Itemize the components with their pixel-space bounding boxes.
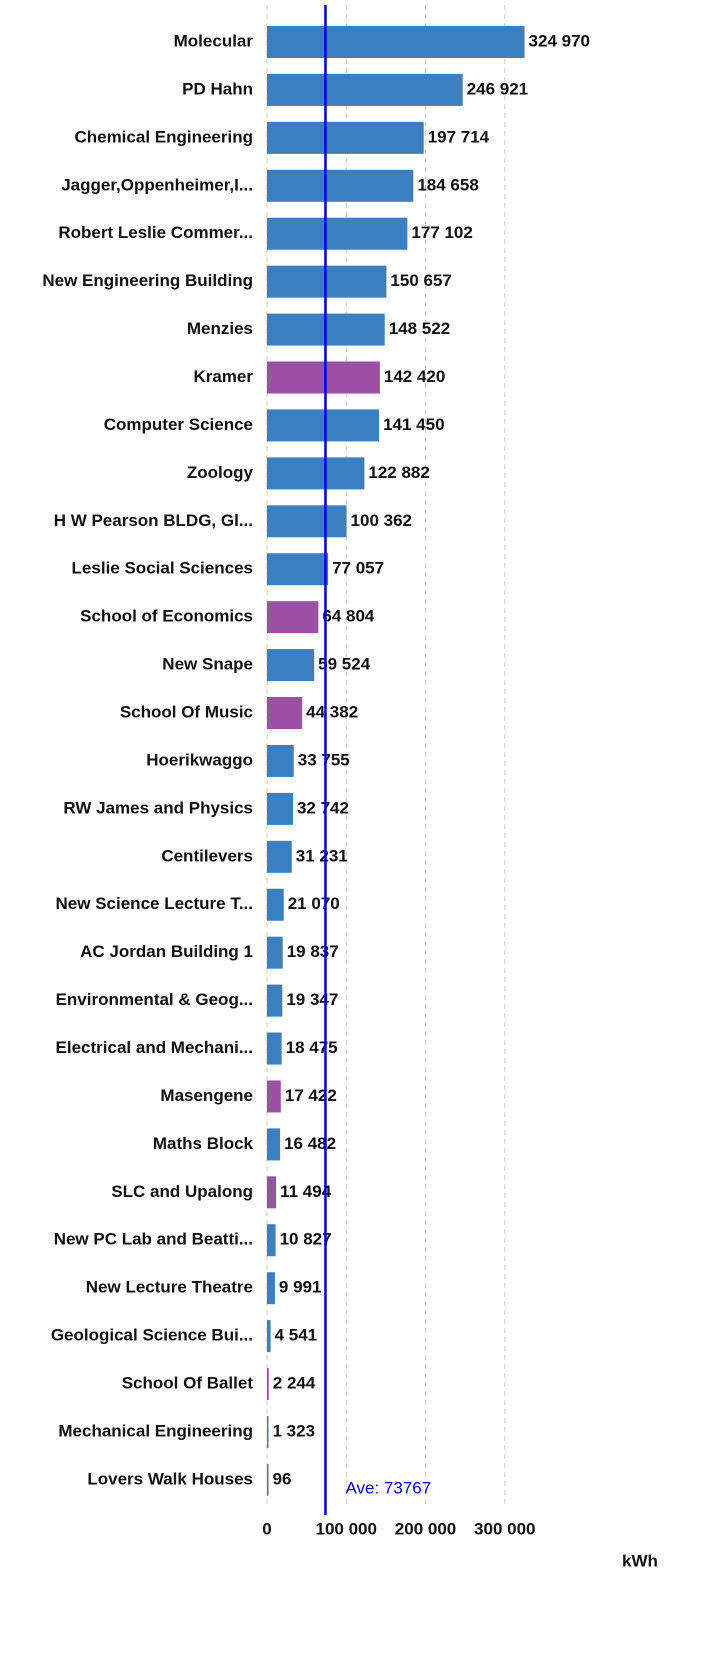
bar xyxy=(267,1320,271,1353)
bar xyxy=(267,840,292,873)
bar xyxy=(267,697,303,730)
bar xyxy=(267,601,319,634)
y-tick-label: Electrical and Mechani... xyxy=(56,1038,253,1057)
bar xyxy=(267,26,525,58)
bar xyxy=(267,1128,281,1161)
value-label: 44 382 xyxy=(306,703,358,722)
y-tick-label: Kramer xyxy=(193,367,253,386)
value-label: 9 991 xyxy=(279,1278,322,1297)
value-label: 4 541 xyxy=(275,1326,318,1345)
bar xyxy=(267,1368,269,1401)
bar xyxy=(267,409,380,442)
y-tick-label: Jagger,Oppenheimer,I... xyxy=(61,175,253,194)
y-tick-label: Masengene xyxy=(160,1086,253,1105)
y-tick-label: Robert Leslie Commer... xyxy=(58,223,253,242)
value-label: 197 714 xyxy=(428,127,490,146)
value-label: 59 524 xyxy=(318,655,371,674)
value-label: 33 755 xyxy=(298,750,350,769)
y-tick-label: Maths Block xyxy=(153,1134,254,1153)
value-label: 122 882 xyxy=(368,463,429,482)
y-tick-label: Zoology xyxy=(187,463,254,482)
y-tick-label: Menzies xyxy=(187,319,253,338)
x-tick-label: 200 000 xyxy=(395,1519,456,1538)
bar xyxy=(267,1463,269,1496)
y-tick-label: Environmental & Geog... xyxy=(56,990,253,1009)
value-label: 142 420 xyxy=(384,367,445,386)
y-tick-label: Computer Science xyxy=(104,415,253,434)
value-label: 177 102 xyxy=(411,223,472,242)
y-tick-label: RW James and Physics xyxy=(63,798,253,817)
bar xyxy=(267,457,365,490)
bar xyxy=(267,553,329,586)
value-label: 19 347 xyxy=(286,990,338,1009)
value-label: 141 450 xyxy=(383,415,444,434)
x-tick-label: 300 000 xyxy=(474,1519,535,1538)
y-tick-label: New Snape xyxy=(162,655,253,674)
value-label: 2 244 xyxy=(273,1374,316,1393)
y-tick-label: Lovers Walk Houses xyxy=(87,1469,253,1488)
value-label: 184 658 xyxy=(417,175,478,194)
value-label: 21 070 xyxy=(288,894,340,913)
y-tick-label: Mechanical Engineering xyxy=(58,1421,253,1440)
value-label: 64 804 xyxy=(322,607,375,626)
y-tick-label: Leslie Social Sciences xyxy=(72,559,253,578)
y-tick-label: New Engineering Building xyxy=(42,271,253,290)
y-tick-label: School Of Ballet xyxy=(122,1374,254,1393)
y-tick-label: PD Hahn xyxy=(182,79,253,98)
value-label: 150 657 xyxy=(390,271,451,290)
y-tick-label: Chemical Engineering xyxy=(74,127,253,146)
value-label: 148 522 xyxy=(389,319,450,338)
value-label: 18 475 xyxy=(286,1038,338,1057)
value-label: 32 742 xyxy=(297,798,349,817)
bar xyxy=(267,936,283,969)
bar xyxy=(267,1176,277,1209)
average-label: Ave: 73767 xyxy=(345,1478,431,1497)
y-tick-label: Geological Science Bui... xyxy=(51,1326,253,1345)
bar xyxy=(267,169,414,202)
bar xyxy=(267,649,315,682)
y-tick-label: SLC and Upalong xyxy=(111,1182,253,1201)
bar xyxy=(267,1272,275,1305)
value-label: 77 057 xyxy=(332,559,384,578)
bar xyxy=(267,505,347,538)
bar xyxy=(267,1415,269,1448)
y-tick-label: New Science Lecture T... xyxy=(56,894,253,913)
bar xyxy=(267,121,424,154)
y-tick-label: AC Jordan Building 1 xyxy=(80,942,253,961)
bar xyxy=(267,1080,281,1113)
y-tick-label: Hoerikwaggo xyxy=(146,750,253,769)
value-label: 11 494 xyxy=(280,1182,332,1201)
value-label: 10 827 xyxy=(280,1230,332,1249)
value-label: 100 362 xyxy=(351,511,412,530)
value-label: 31 231 xyxy=(296,846,348,865)
x-axis-label: kWh xyxy=(622,1551,658,1570)
bar xyxy=(267,984,283,1017)
y-tick-label: New PC Lab and Beatti... xyxy=(54,1230,253,1249)
bar xyxy=(267,1032,282,1065)
bar xyxy=(267,1224,276,1257)
value-label: 16 482 xyxy=(284,1134,336,1153)
value-label: 246 921 xyxy=(467,79,528,98)
bar xyxy=(267,217,408,250)
bar xyxy=(267,792,293,825)
y-tick-label: H W Pearson BLDG, Gl... xyxy=(54,511,253,530)
bar xyxy=(267,73,463,106)
y-tick-label: Centilevers xyxy=(161,846,253,865)
bar xyxy=(267,361,380,394)
y-tick-label: New Lecture Theatre xyxy=(86,1278,253,1297)
y-tick-label: School Of Music xyxy=(120,703,253,722)
x-tick-label: 100 000 xyxy=(316,1519,377,1538)
y-tick-label: Molecular xyxy=(174,31,254,50)
value-label: 17 422 xyxy=(285,1086,337,1105)
y-tick-label: School of Economics xyxy=(80,607,253,626)
x-tick-label: 0 xyxy=(262,1519,271,1538)
bar xyxy=(267,888,284,921)
value-label: 324 970 xyxy=(529,31,590,50)
value-label: 96 xyxy=(273,1469,292,1488)
value-label: 19 837 xyxy=(287,942,339,961)
bar xyxy=(267,744,294,777)
value-label: 1 323 xyxy=(273,1421,316,1440)
